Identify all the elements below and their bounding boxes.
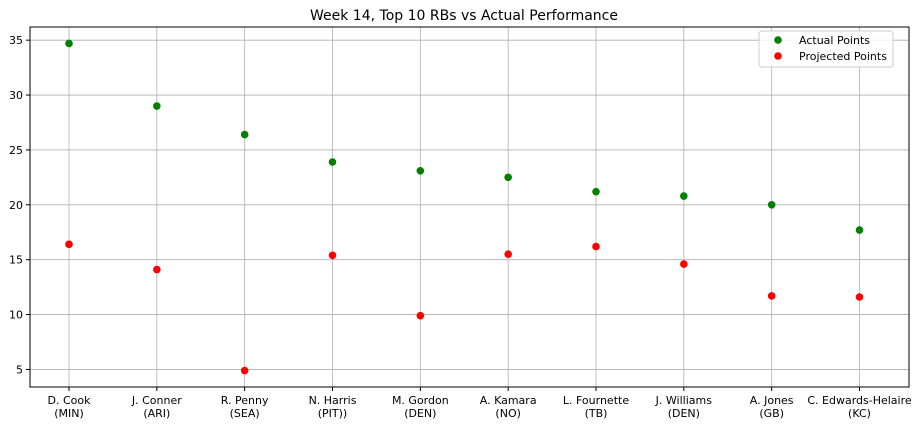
y-tick-label: 20 — [9, 199, 23, 212]
y-tick-label: 30 — [9, 89, 23, 102]
y-tick-label: 10 — [9, 309, 23, 322]
point-projected — [240, 366, 249, 375]
legend-box — [758, 30, 894, 68]
point-projected — [680, 260, 688, 268]
x-tick-label: N. Harris (PIT)) — [309, 394, 357, 420]
point-actual — [504, 173, 512, 182]
y-tick-label: 15 — [9, 254, 23, 267]
x-tick-label: A. Kamara (NO) — [480, 394, 537, 420]
legend-label: Actual Points — [799, 34, 870, 47]
legend-label: Projected Points — [799, 50, 887, 63]
y-tick-label: 35 — [9, 34, 23, 47]
point-projected — [855, 293, 864, 301]
y-tick-label: 25 — [9, 144, 23, 157]
axes: 5 10 15 20 25 30 35 D. Cook (MIN) J. Conner (ARI) R… — [9, 26, 912, 420]
x-tick-label: D. Cook (MIN) — [48, 394, 92, 420]
point-projected — [65, 240, 73, 249]
point-actual — [153, 102, 161, 110]
chart-title: Week 14, Top 10 RBs vs Actual Performanc… — [310, 8, 618, 24]
x-tick-label: J. Conner (ARI) — [131, 394, 182, 420]
point-actual — [855, 226, 864, 234]
point-actual — [65, 39, 73, 48]
point-projected — [153, 265, 161, 274]
point-projected — [504, 250, 512, 258]
point-projected — [767, 292, 776, 300]
point-actual — [767, 201, 776, 209]
x-tick-label: L. Fournette (TB) — [563, 394, 629, 420]
point-actual — [680, 192, 688, 200]
legend: Actual Points Projected Points — [758, 30, 894, 68]
x-tick-label: R. Penny (SEA) — [221, 394, 269, 420]
point-projected — [328, 251, 337, 260]
legend-marker — [774, 52, 782, 60]
point-actual — [592, 187, 600, 196]
y-tick-label: 5 — [16, 363, 23, 376]
data-marks — [65, 39, 864, 375]
grid — [30, 27, 909, 387]
x-tick-label: M. Gordon (DEN) — [392, 394, 449, 420]
point-actual — [328, 158, 337, 166]
legend-marker — [774, 36, 782, 44]
point-actual — [416, 166, 425, 175]
plot-frame — [29, 26, 910, 388]
point-actual — [240, 130, 249, 139]
x-tick-label: A. Jones (GB) — [750, 394, 794, 420]
x-tick-label: C. Edwards-Helaire (KC) — [807, 394, 912, 420]
point-projected — [592, 242, 600, 251]
point-projected — [416, 311, 425, 320]
x-tick-label: J. Williams (DEN) — [655, 394, 713, 420]
